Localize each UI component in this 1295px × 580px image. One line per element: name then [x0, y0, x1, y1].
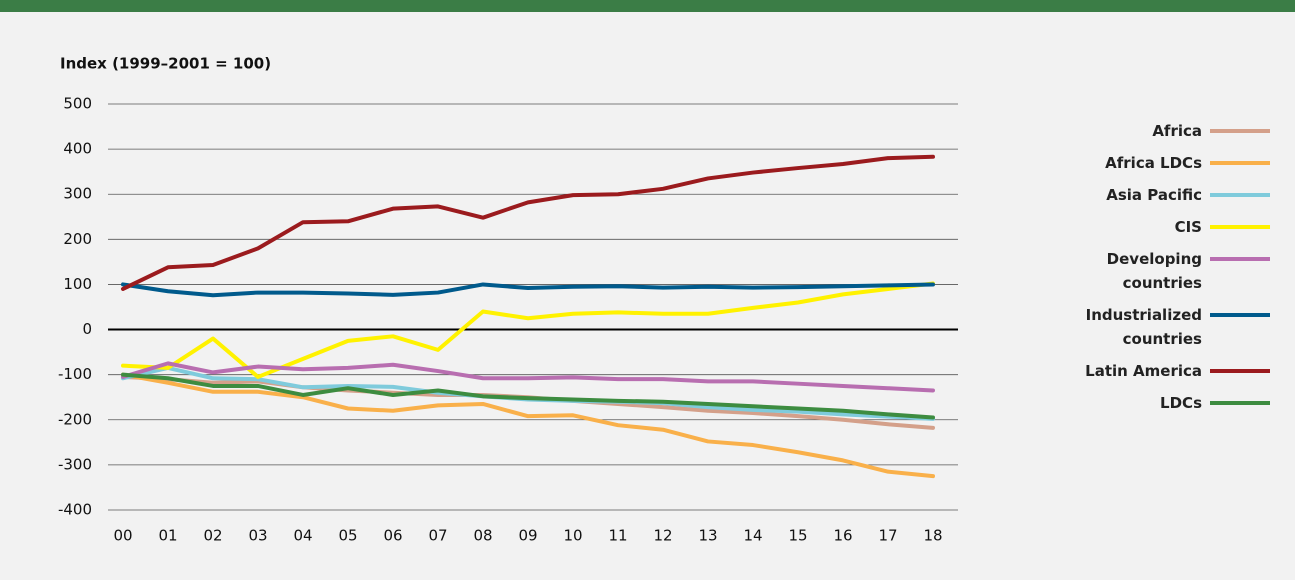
x-tick-label: 18: [923, 527, 942, 545]
x-tick-label: 15: [788, 527, 807, 545]
y-tick-label: 500: [63, 95, 92, 113]
x-tick-label: 04: [293, 527, 312, 545]
y-tick-label: 400: [63, 140, 92, 158]
legend-swatch: [1210, 369, 1270, 373]
legend-label: CIS: [1174, 218, 1202, 236]
y-tick-label: 0: [82, 320, 92, 338]
legend: Africa Africa LDCs Asia Pacific CIS Developi…: [1040, 119, 1270, 415]
legend-entry: LDCs: [1040, 391, 1270, 415]
legend-entry: Africa LDCs: [1040, 151, 1270, 175]
legend-swatch: [1210, 257, 1270, 261]
x-tick-label: 05: [338, 527, 357, 545]
series-line: [121, 372, 935, 420]
y-tick-label: -400: [58, 501, 92, 519]
legend-label: Asia Pacific: [1106, 186, 1202, 204]
series-line: [121, 154, 935, 291]
x-tick-label: 12: [653, 527, 672, 545]
legend-entry: Industrialized countries: [1040, 303, 1270, 351]
y-tick-label: -100: [58, 365, 92, 383]
legend-swatch: [1210, 161, 1270, 165]
x-tick-label: 09: [518, 527, 537, 545]
y-tick-label: -300: [58, 455, 92, 473]
x-tick-label: 16: [833, 527, 852, 545]
legend-label: Developing countries: [1106, 250, 1202, 292]
series-line: [121, 372, 935, 479]
legend-swatch: [1210, 193, 1270, 197]
legend-swatch: [1210, 129, 1270, 133]
x-tick-label: 02: [203, 527, 222, 545]
legend-entry: Developing countries: [1040, 247, 1270, 295]
x-tick-label: 06: [383, 527, 402, 545]
y-axis-label: Index (1999–2001 = 100): [60, 55, 271, 73]
x-tick-label: 14: [743, 527, 762, 545]
x-tick-label: 03: [248, 527, 267, 545]
legend-label: LDCs: [1160, 394, 1202, 412]
legend-label: Latin America: [1085, 362, 1202, 380]
x-tick-label: 11: [608, 527, 627, 545]
x-tick-label: 17: [878, 527, 897, 545]
series-line: [121, 281, 935, 379]
x-tick-label: 00: [113, 527, 132, 545]
y-tick-label: 200: [63, 230, 92, 248]
x-tick-label: 01: [158, 527, 177, 545]
legend-swatch: [1210, 313, 1270, 317]
legend-entry: CIS: [1040, 215, 1270, 239]
x-tick-label: 13: [698, 527, 717, 545]
legend-swatch: [1210, 225, 1270, 229]
x-tick-label: 08: [473, 527, 492, 545]
header-bar: [0, 0, 1295, 12]
y-tick-label: 100: [63, 275, 92, 293]
legend-entry: Africa: [1040, 119, 1270, 143]
x-tick-label: 07: [428, 527, 447, 545]
legend-entry: Latin America: [1040, 359, 1270, 383]
y-tick-label: 300: [63, 185, 92, 203]
legend-label: Africa: [1152, 122, 1202, 140]
y-tick-label: -200: [58, 410, 92, 428]
x-tick-label: 10: [563, 527, 582, 545]
legend-entry: Asia Pacific: [1040, 183, 1270, 207]
series-line: [121, 282, 935, 298]
legend-label: Industrialized countries: [1085, 306, 1202, 348]
legend-label: Africa LDCs: [1105, 154, 1202, 172]
series-line: [121, 361, 935, 393]
legend-swatch: [1210, 401, 1270, 405]
